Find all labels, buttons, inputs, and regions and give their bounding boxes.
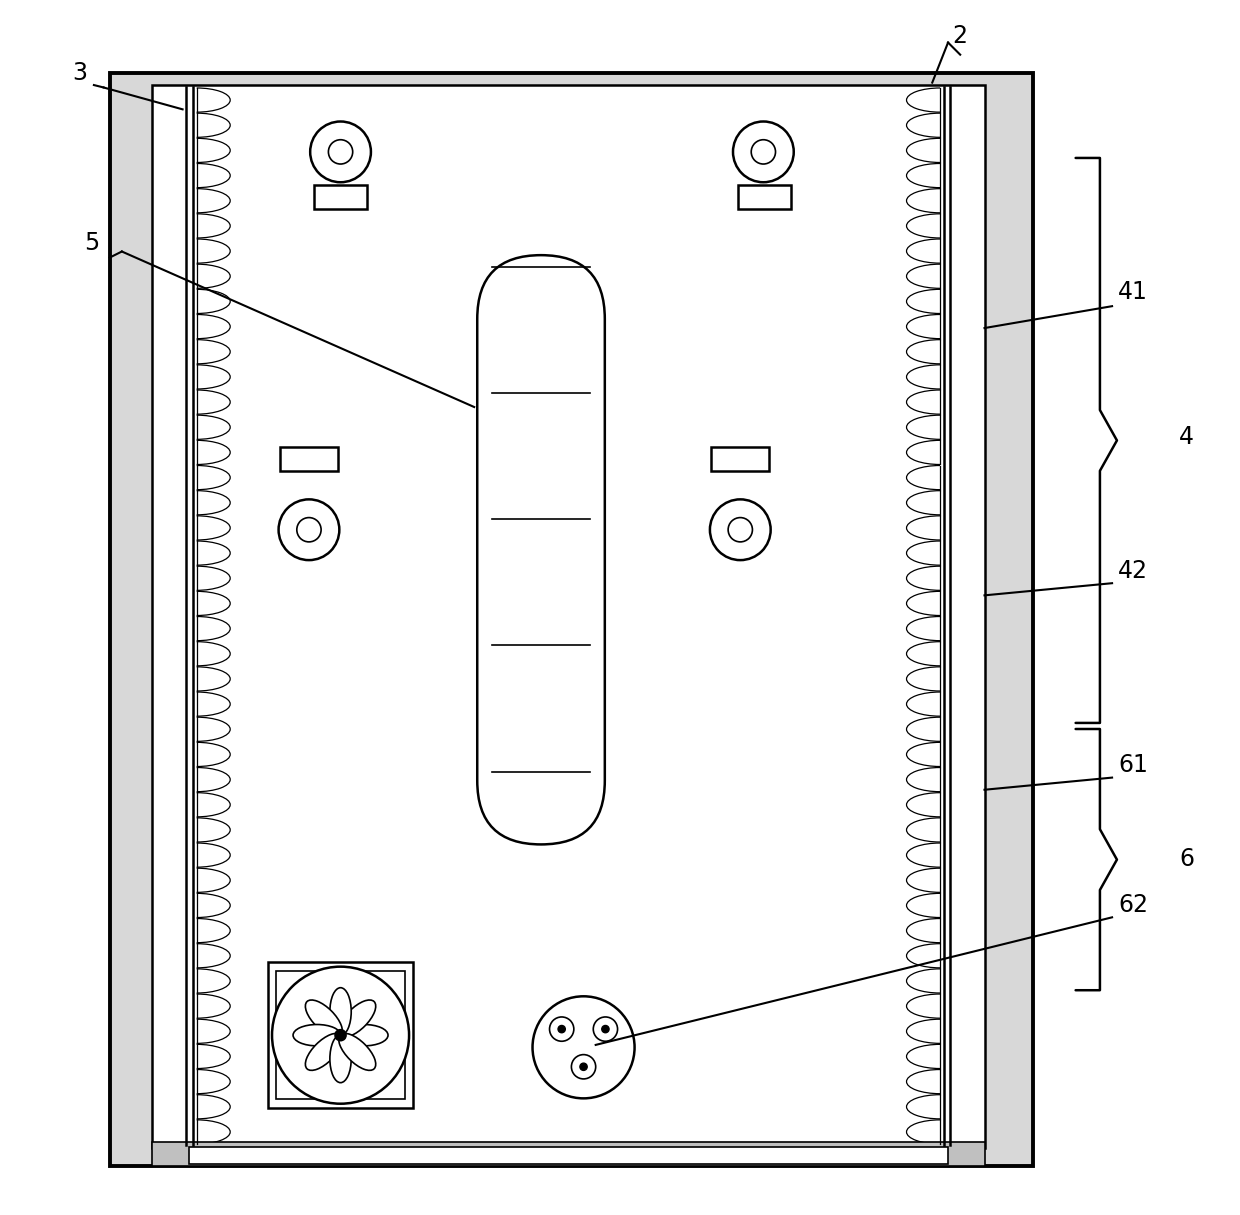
Circle shape	[711, 499, 770, 560]
FancyBboxPatch shape	[477, 255, 605, 844]
Bar	[738, 185, 791, 209]
Bar	[314, 185, 367, 209]
Circle shape	[549, 1017, 574, 1041]
Circle shape	[335, 1029, 346, 1041]
Bar	[280, 447, 339, 471]
Text: 6: 6	[1179, 847, 1194, 871]
Circle shape	[272, 967, 409, 1103]
Bar	[277, 971, 404, 1100]
Text: 3: 3	[72, 61, 87, 85]
Text: 2: 2	[952, 24, 967, 49]
Circle shape	[310, 122, 371, 182]
Ellipse shape	[339, 1000, 376, 1036]
Bar	[109, 73, 1033, 1166]
Ellipse shape	[293, 1024, 341, 1046]
Text: 4: 4	[1179, 425, 1194, 450]
Ellipse shape	[330, 988, 351, 1035]
Circle shape	[572, 1055, 595, 1079]
Text: 42: 42	[1118, 559, 1148, 583]
Ellipse shape	[305, 1000, 342, 1036]
Text: 62: 62	[1118, 893, 1148, 917]
Bar	[268, 962, 413, 1108]
Text: 5: 5	[84, 231, 99, 255]
Circle shape	[329, 140, 352, 164]
Text: 61: 61	[1118, 753, 1148, 778]
Circle shape	[296, 518, 321, 542]
Circle shape	[728, 518, 753, 542]
Circle shape	[580, 1063, 588, 1070]
Ellipse shape	[305, 1034, 342, 1070]
Circle shape	[558, 1025, 565, 1033]
Bar	[153, 1142, 985, 1166]
Circle shape	[532, 996, 635, 1098]
Circle shape	[751, 140, 775, 164]
Circle shape	[593, 1017, 618, 1041]
Circle shape	[601, 1025, 609, 1033]
Bar	[153, 85, 985, 1148]
Text: 41: 41	[1118, 279, 1148, 304]
Ellipse shape	[330, 1035, 351, 1083]
Circle shape	[733, 122, 794, 182]
Bar	[711, 447, 770, 471]
Ellipse shape	[340, 1024, 388, 1046]
Bar	[188, 1147, 949, 1164]
Circle shape	[279, 499, 340, 560]
Ellipse shape	[339, 1034, 376, 1070]
